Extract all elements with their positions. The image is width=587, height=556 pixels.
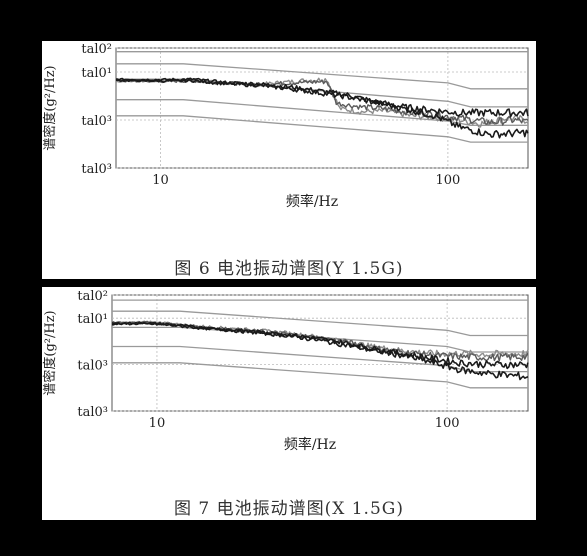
figure-6-panel: tal0² tal0¹ tal0³ tal0³ 10 100 频率/Hz 谱密度(g²/Hz)…: [42, 41, 536, 279]
y-axis-label: 谱密度(g²/Hz): [42, 310, 58, 395]
x-tick-label: 100: [435, 173, 460, 188]
y-tick-label: tal0³: [77, 359, 108, 374]
spectrum-line: [111, 321, 529, 370]
x-tick-label: 100: [435, 416, 460, 431]
envelope-line: [112, 362, 528, 389]
envelope-line: [116, 63, 528, 90]
x-tick-label: 10: [149, 416, 166, 431]
envelope-line: [116, 78, 528, 108]
envelope-line: [112, 310, 528, 337]
spectrum-line: [111, 322, 529, 381]
x-tick-label: 10: [152, 173, 169, 188]
figure-6-chart: tal0² tal0¹ tal0³ tal0³ 10 100 频率/Hz 谱密度(g²/Hz): [42, 42, 529, 210]
envelope-line: [112, 326, 528, 353]
x-axis-label: 频率/Hz: [286, 193, 338, 210]
envelope-line: [116, 99, 528, 126]
spectrum-line: [115, 78, 529, 139]
y-tick-label: tal0³: [77, 405, 108, 420]
figure-7-caption: 图 7 电池振动谱图(X 1.5G): [173, 499, 404, 519]
plot-area: [111, 294, 529, 412]
x-axis-label: 频率/Hz: [284, 436, 336, 453]
spectrum-line: [115, 79, 529, 126]
figure-7-panel: tal0² tal0¹ tal0³ tal0³ 10 100 频率/Hz 谱密度(g²/Hz)…: [42, 287, 536, 520]
plot-area: [115, 47, 529, 169]
y-tick-label: tal0²: [81, 42, 112, 57]
y-tick-label: tal0¹: [81, 66, 112, 81]
figure-6-caption: 图 6 电池振动谱图(Y 1.5G): [174, 259, 404, 279]
y-tick-label: tal0¹: [77, 312, 108, 327]
y-tick-label: tal0³: [81, 114, 112, 129]
y-axis-label: 谱密度(g²/Hz): [42, 65, 58, 150]
envelope-line: [116, 115, 528, 143]
y-tick-label: tal0³: [81, 162, 112, 177]
y-tick-label: tal0²: [77, 289, 108, 304]
figure-7-chart: tal0² tal0¹ tal0³ tal0³ 10 100 频率/Hz 谱密度(g²/Hz): [42, 289, 529, 453]
